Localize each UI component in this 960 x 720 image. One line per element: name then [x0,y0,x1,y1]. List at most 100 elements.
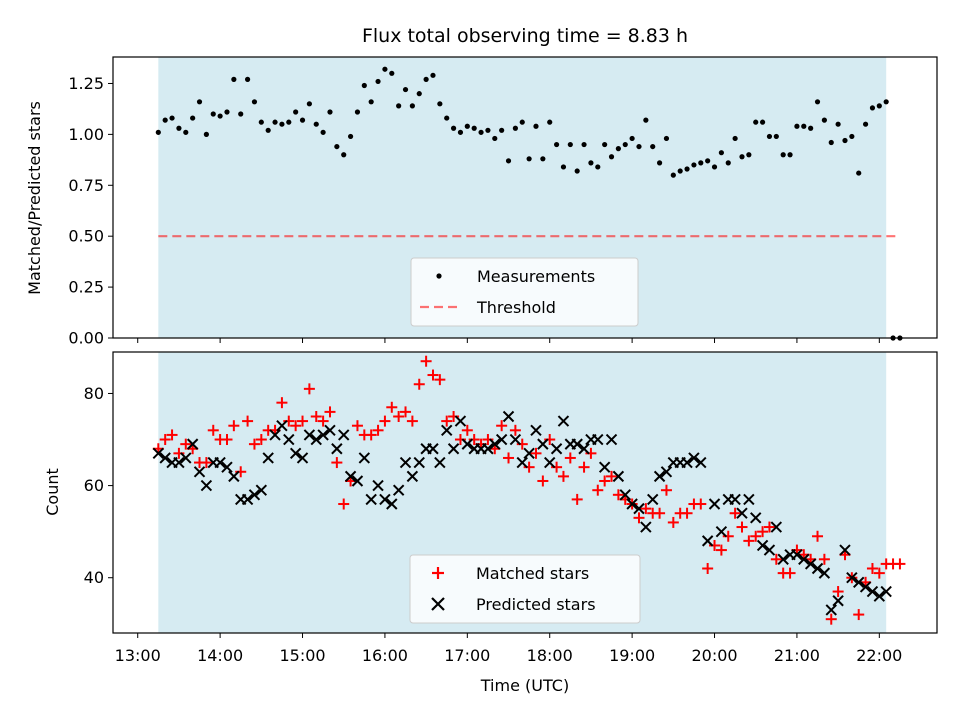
count-y-axis-label: Count [43,468,62,516]
predicted-star-marker [866,585,879,598]
measurement-point [801,123,807,129]
measurement-point [485,127,491,133]
matched-star-marker [853,609,865,621]
measurement-point [526,156,532,162]
matched-star-marker [606,470,618,482]
predicted-star-marker [447,443,460,455]
predicted-star-marker [379,493,391,506]
matched-star-marker [180,438,192,450]
matched-star-marker [530,447,542,459]
measurement-point [677,168,683,174]
matched-star-marker [702,563,714,575]
matched-star-marker [784,567,796,579]
predicted-star-marker [695,456,707,469]
measurement-point [286,119,292,125]
measurement-point [210,111,216,117]
predicted-star-marker [482,443,494,455]
measurement-point [835,121,841,127]
measurement-point [711,164,718,170]
predicted-star-marker [633,502,645,515]
ratio-y-tick-label: 0.00 [68,329,104,348]
measurement-point [862,121,869,127]
matched-star-marker [324,406,336,418]
predicted-star-marker [770,521,783,533]
measurement-point [396,103,402,109]
matched-star-marker [207,424,219,436]
predicted-star-marker [324,424,336,437]
measurement-point [828,139,834,146]
matched-star-marker [873,567,885,579]
measurement-point [656,160,663,166]
predicted-star-marker [873,590,886,602]
measurement-point [705,158,711,164]
measurement-point [842,137,848,144]
predicted-star-marker [557,415,570,427]
measurement-point [636,143,642,150]
measurement-point [492,135,498,142]
predicted-star-marker [489,438,501,450]
count-y-tick-label: 40 [84,568,104,587]
measurement-point [869,105,876,111]
measurement-point [306,101,312,107]
predicted-star-marker [777,553,789,566]
predicted-star-marker [791,548,803,561]
ratio-y-tick-label: 0.75 [68,176,104,195]
count-x-axis-ticks: 13:00 14:00 15:00 16:00 17:00 18:00 19:00 20:00… [115,633,902,665]
count-x-tick-label: 22:00 [856,646,902,665]
matched-star-marker [331,457,343,469]
matched-star-marker [393,410,405,422]
measurement-point [279,121,285,127]
predicted-star-marker [743,493,755,506]
measurement-point [444,115,450,121]
predicted-star-marker [221,461,233,473]
predicted-star-marker [612,470,625,483]
measurement-point [162,117,168,123]
count-axes-frame [112,351,938,634]
legend-matched-label: Matched stars [476,564,589,583]
count-x-tick-label: 21:00 [774,646,820,665]
measurement-point [883,99,889,105]
predicted-star-marker [701,535,714,547]
matched-star-marker [757,526,769,538]
matched-star-marker [654,507,666,519]
predicted-star-marker [338,429,350,441]
measurement-point [691,162,697,168]
measurement-point [416,91,422,97]
predicted-star-marker [399,456,412,469]
matched-star-marker [496,420,508,432]
measurement-point [450,125,457,131]
predicted-star-marker [331,443,343,455]
predicted-star-marker [859,581,872,593]
predicted-star-marker [303,429,316,441]
measurement-points [155,66,903,341]
predicted-star-marker [386,498,398,510]
measurement-point [478,129,484,135]
predicted-star-marker [214,456,226,469]
measurement-point [540,156,546,162]
predicted-star-points [152,410,892,616]
x-axis-label: Time (UTC) [480,676,569,695]
measurement-point [849,133,855,140]
measurement-point [341,152,347,158]
measurement-point [732,135,738,142]
predicted-star-marker [159,452,171,464]
measurement-point [457,129,464,135]
measurement-point [155,129,161,135]
ratio-y-axis-label: Matched/Predicted stars [25,101,44,295]
ratio-y-tick-label: 1.25 [68,74,104,93]
predicted-star-marker [296,452,309,464]
measurement-point [787,152,793,158]
count-y-tick-label: 80 [84,384,104,403]
measurement-point [533,123,539,129]
measurement-point [650,143,656,150]
matched-star-marker [667,516,679,528]
predicted-star-marker [372,479,384,492]
legend-measurements-label: Measurements [477,267,595,286]
count-panel: 40 60 80 13:00 14:00 15:00 16:00 17:00 18:00 19:… [43,351,938,695]
measurement-point [313,121,319,127]
matched-star-marker [681,507,693,519]
measurement-point [821,117,827,123]
predicted-star-marker [186,438,199,450]
predicted-star-marker [530,424,542,437]
measurement-point [437,101,443,107]
